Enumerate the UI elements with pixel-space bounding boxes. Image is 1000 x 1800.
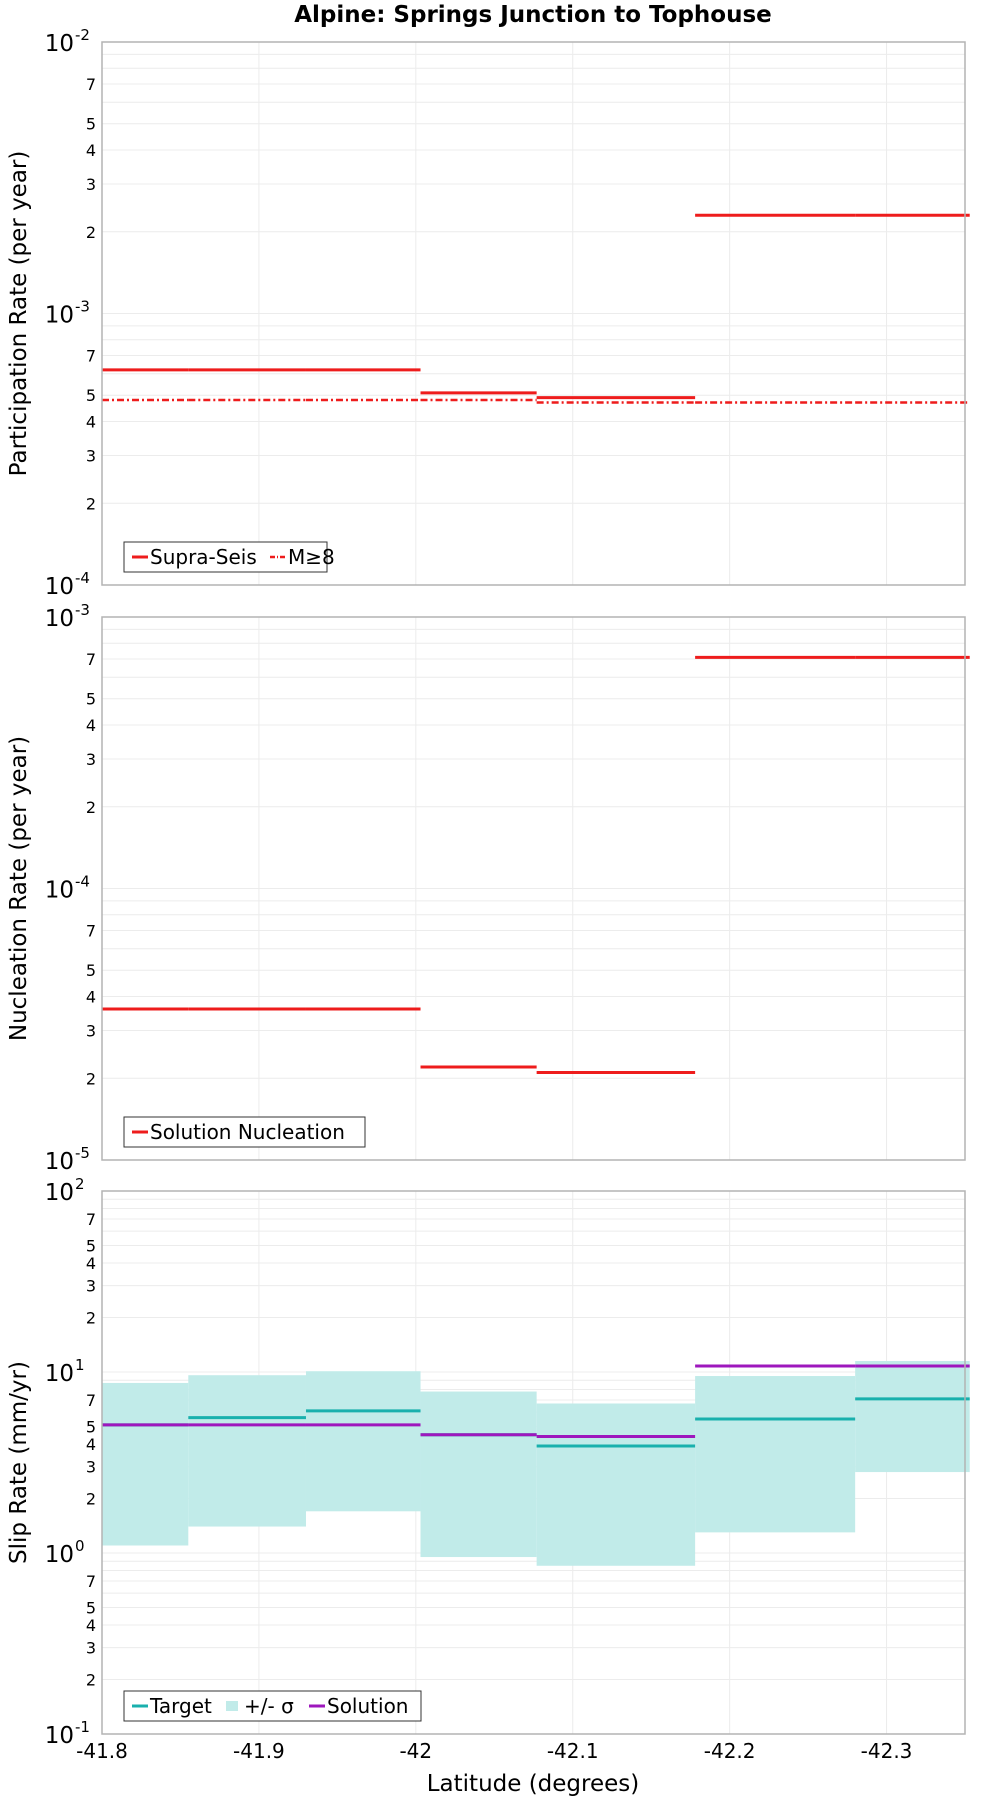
y-tick-label: 7 [86,1572,96,1591]
y-tick-exponent: 0 [75,1537,85,1555]
legend-label: Target [149,1694,212,1718]
y-tick-exponent: -3 [75,601,90,619]
y-tick-label: 3 [86,1639,96,1658]
legend-label: Supra-Seis [150,545,257,569]
legend: Target +/- σ Solution [123,1690,422,1722]
y-tick-label: 4 [86,413,96,432]
y-tick-exponent: -1 [75,1718,90,1736]
y-tick-label: 4 [86,716,96,735]
y-tick-label: 5 [86,1236,96,1255]
y-tick-label: 10 [45,878,74,904]
y-tick-exponent: -3 [75,298,90,316]
y-tick-label: 2 [86,1309,96,1328]
y-tick-label: 7 [86,347,96,366]
y-tick-label: 2 [86,1069,96,1088]
y-tick-label: 2 [86,1671,96,1690]
legend-box [123,541,328,573]
y-tick-label: 7 [86,1210,96,1229]
y-tick-exponent: -5 [75,1144,90,1162]
uncertainty-band [102,1382,189,1546]
y-tick-label: 5 [86,1598,96,1617]
y-tick-label: 5 [86,690,96,709]
x-tick-label: -41.9 [233,1739,285,1763]
legend-label: M≥8 [288,545,335,569]
y-tick-label: 3 [86,1277,96,1296]
y-tick-label: 10 [45,31,74,57]
y-tick-label: 4 [86,1616,96,1635]
y-tick-label: 7 [86,922,96,941]
y-tick-label: 4 [86,988,96,1007]
uncertainty-band [536,1403,696,1566]
uncertainty-band [305,1371,421,1512]
y-tick-label: 10 [45,606,74,632]
y-tick-label: 2 [86,798,96,817]
y-tick-label: 2 [86,1490,96,1509]
y-tick-exponent: -2 [75,26,90,44]
y-tick-label: 3 [86,1021,96,1040]
legend: Supra-Seis M≥8 [123,541,335,573]
legend-swatch [226,1701,238,1711]
legend-label: Solution Nucleation [150,1120,345,1144]
y-axis-label: Nucleation Rate (per year) [6,736,32,1041]
uncertainty-band [420,1391,537,1558]
y-tick-exponent: -4 [75,569,90,587]
legend-label: +/- σ [244,1694,294,1718]
y-tick-label: 7 [86,650,96,669]
plot-frame [101,616,966,1161]
uncertainty-band [188,1375,306,1527]
y-tick-label: 5 [86,115,96,134]
y-axis-label: Slip Rate (mm/yr) [6,1361,32,1564]
y-tick-label: 3 [86,1458,96,1477]
plot-frame [101,1190,966,1735]
uncertainty-band [695,1376,856,1533]
y-tick-label: 10 [45,1361,74,1387]
plot-frame [101,41,966,586]
y-tick-label: 7 [86,1391,96,1410]
y-tick-exponent: -4 [75,873,90,891]
y-tick-label: 5 [86,1417,96,1436]
y-tick-label: 3 [86,750,96,769]
y-tick-label: 10 [45,1542,74,1568]
y-tick-label: 10 [45,1149,74,1175]
y-tick-label: 10 [45,1723,74,1749]
legend-box [123,1690,422,1722]
y-tick-label: 4 [86,141,96,160]
y-tick-label: 4 [86,1254,96,1273]
legend-label: Solution [327,1694,408,1718]
y-tick-label: 2 [86,494,96,513]
chart-title: Alpine: Springs Junction to Tophouse [294,2,772,28]
y-tick-label: 3 [86,446,96,465]
y-tick-label: 10 [45,1180,74,1206]
y-tick-label: 5 [86,386,96,405]
y-tick-label: 5 [86,961,96,980]
y-tick-label: 4 [86,1435,96,1454]
x-tick-label: -41.8 [76,1739,128,1763]
y-tick-exponent: 1 [75,1356,85,1374]
x-axis-label: Latitude (degrees) [427,1771,640,1797]
y-tick-label: 2 [86,223,96,242]
y-tick-label: 10 [45,303,74,329]
legend-box [123,1116,366,1148]
y-axis-label: Participation Rate (per year) [6,151,32,477]
legend: Solution Nucleation [123,1116,366,1148]
x-tick-label: -42.1 [547,1739,599,1763]
y-tick-label: 10 [45,574,74,600]
uncertainty-band [855,1361,970,1473]
y-tick-label: 7 [86,75,96,94]
y-tick-exponent: 2 [75,1175,85,1193]
x-tick-label: -42.2 [704,1739,756,1763]
x-tick-label: -42 [399,1739,432,1763]
x-tick-label: -42.3 [861,1739,913,1763]
y-tick-label: 3 [86,175,96,194]
